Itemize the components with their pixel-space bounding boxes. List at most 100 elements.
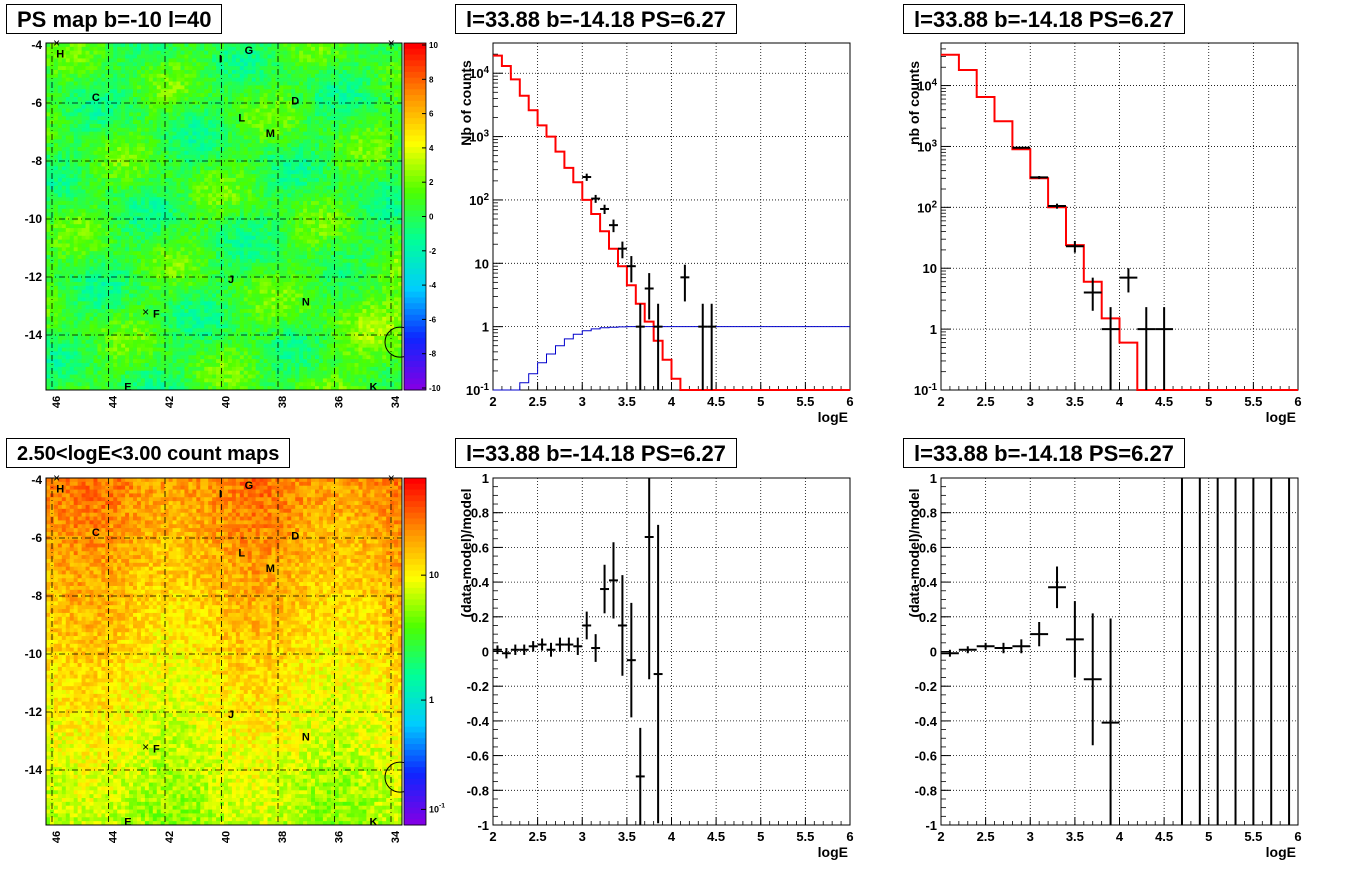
spec1-data-point [626,256,636,283]
ps_map-x-tick-label: 38 [277,396,289,408]
res1-data-point [626,602,636,718]
ps_map-x-tick-label: 44 [107,395,119,408]
spec1-data-point [600,204,610,214]
count_map-y-tick-label: -14 [25,763,43,777]
res2-data-point [1101,618,1120,825]
spec1-series-1-step [493,326,850,391]
spec2-x-tick-label: 5.5 [1244,394,1262,409]
spec2-x-tick-label: 2.5 [977,394,995,409]
ps_map-y-tick-label: -10 [25,212,43,226]
res2-data-point [1048,566,1066,609]
spec2-y-tick-label: 102 [917,199,937,215]
cross-marker: × [388,36,395,50]
spec2-data-point [1030,176,1049,179]
res1-data-point [600,564,610,614]
source-label-f: F [153,309,160,321]
ps_map-colorbar-tick-label: 2 [429,178,434,187]
res2-data-point [1065,601,1084,678]
res1-x-tick-label: 4.5 [707,829,725,844]
res1-y-tick-label: -0.8 [467,783,489,798]
res1-data-point [510,644,520,655]
ps_map-y-tick-label: -12 [25,270,43,284]
res2-x-tick-label: 2.5 [977,829,995,844]
ps_map-colorbar-tick-label: -4 [429,281,437,290]
ps_map-x-tick-label: 36 [333,396,345,408]
spec1-x-tick-label: 4.5 [707,394,725,409]
res1-data-point [546,642,556,657]
source-label-c: C [92,92,100,104]
ps_map-y-tick-label: -4 [31,38,42,52]
spec1-data-point [582,173,592,181]
res1-x-tick-label: 3 [579,829,586,844]
spec1-x-axis-label: logE [818,409,848,425]
source-label-d: D [291,95,299,107]
res2-y-tick-label: 0.8 [919,506,937,521]
res2-x-tick-label: 4 [1116,829,1124,844]
res1-data-point [501,648,511,659]
spec1-y-tick-label: 102 [469,192,489,208]
spec1-x-tick-label: 3 [579,394,586,409]
ps_map-colorbar-tick-label: -6 [429,315,437,324]
res2-x-axis-label: logE [1266,844,1296,860]
source-label-c: C [92,527,100,539]
count_map-colorbar [404,478,426,826]
res1-frame [492,477,851,826]
count_map-y-tick-label: -4 [31,473,42,487]
spec2-x-tick-label: 3.5 [1066,394,1084,409]
spec1-y-tick-label: 10-1 [466,382,490,398]
ps_map-heatmap [46,43,403,391]
ps_map-y-tick-label: -8 [31,154,42,168]
res2-frame [940,477,1299,826]
source-label-d: D [291,530,299,542]
count_map-heatmap [46,478,403,826]
spec2-data-point [1012,146,1031,149]
spec1-y-tick-label: 103 [469,129,489,145]
source-label-k: K [370,817,378,829]
source-label-l: L [238,113,245,125]
ps_map-colorbar-tick-label: -8 [429,350,437,359]
ps_map-colorbar [404,43,426,391]
count_map-x-tick-label: 42 [164,831,176,843]
spec1-x-tick-label: 3.5 [618,394,636,409]
spec2-data-point [1065,240,1084,253]
spec2-x-tick-label: 3 [1027,394,1034,409]
spec1-data-point [698,303,708,390]
res1-x-tick-label: 3.5 [618,829,636,844]
res1-x-tick-label: 2.5 [529,829,547,844]
res2-data-point [1083,613,1102,746]
count_map-colorbar-tick-label: 10-1 [429,802,445,814]
res1-y-tick-label: 0.4 [471,575,490,590]
count_map-colorbar-tick-label: 1 [429,695,434,705]
count_map-colorbar-tick-label: 10 [429,570,439,580]
res2-y-tick-label: 0.2 [919,610,937,625]
res2-y-tick-label: -0.2 [915,679,937,694]
res1-data-point [591,634,601,662]
spec1-data-point [617,241,627,259]
res1-data-point [609,542,618,619]
res2-data-point [958,646,977,654]
res1-x-tick-label: 2 [489,829,496,844]
spec2-x-tick-label: 2 [937,394,944,409]
spec1-data-point [644,273,654,320]
ps_map-colorbar-tick-label: 10 [429,41,438,50]
spec1-x-tick-label: 2.5 [529,394,547,409]
spec1-y-tick-label: 1 [482,320,489,335]
res1-x-axis-label: logE [818,844,848,860]
spec2-y-tick-label: 10-1 [914,382,938,398]
res1-data-point [519,644,529,655]
source-label-g: G [245,480,254,492]
ps_map-colorbar-tick-label: 4 [429,144,434,153]
source-label-g: G [245,45,254,57]
res1-y-axis-label: (data-model)/model [458,488,474,617]
spec2-data-point [1101,307,1120,390]
ps_map-y-tick-label: -14 [25,328,43,342]
cross-marker: × [142,305,149,319]
spec2-data-point [1137,307,1156,390]
res2-x-tick-label: 3.5 [1066,829,1084,844]
spec1-data-point [707,303,717,390]
spec1-x-tick-label: 5.5 [796,394,814,409]
spec2-y-tick-label: 104 [917,78,937,94]
spec1-x-tick-label: 4 [668,394,676,409]
res1-data-point [493,645,502,655]
